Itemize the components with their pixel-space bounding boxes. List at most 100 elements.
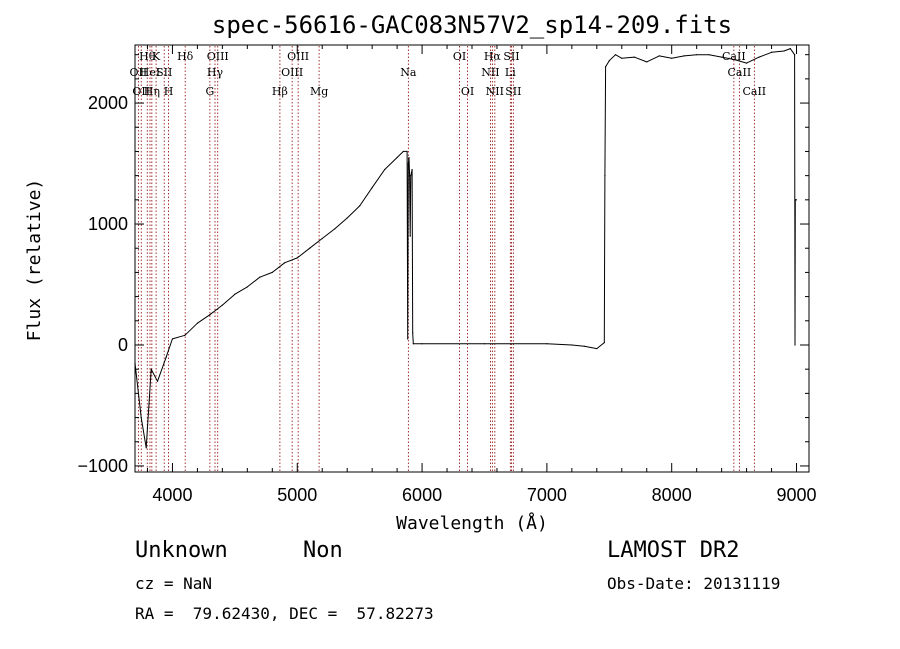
x-axis-ticks: 4000 5000 6000 7000 8000 9000 bbox=[146, 45, 817, 505]
spectrum-data-point bbox=[371, 187, 373, 189]
obs-date: Obs-Date: 20131119 bbox=[607, 574, 781, 593]
spectrum-data-point bbox=[406, 150, 408, 153]
spectrum-data-point bbox=[184, 334, 186, 336]
x-tick-label: 4000 bbox=[152, 485, 192, 505]
spectral-line-markers bbox=[137, 46, 755, 471]
spectrum-data-point bbox=[259, 276, 261, 278]
x-tick-label: 7000 bbox=[527, 485, 567, 505]
spectrum-data-point bbox=[309, 247, 311, 249]
spectral-line-label: SII bbox=[156, 66, 172, 79]
x-axis-label: Wavelength (Å) bbox=[396, 512, 548, 534]
y-tick-label: 1000 bbox=[88, 214, 128, 234]
spectrum-data-point bbox=[410, 175, 412, 177]
object-subclass: Non bbox=[303, 538, 343, 563]
spectral-line-label: SII bbox=[503, 50, 519, 63]
spectrum-data-point bbox=[409, 235, 411, 237]
spectral-line-label: CaII bbox=[722, 50, 746, 63]
spectrum-data-point bbox=[604, 66, 607, 68]
spectral-line-label: Hβ bbox=[272, 85, 288, 98]
spectrum-data-point bbox=[783, 50, 785, 52]
plot-frame bbox=[134, 44, 810, 473]
spectrum-series-line bbox=[134, 48, 797, 449]
spectrum-data-point bbox=[794, 199, 796, 201]
spectrum-data-point bbox=[483, 343, 486, 345]
spectral-line-label: CaII bbox=[728, 66, 752, 79]
spectrum-data-point bbox=[408, 156, 410, 159]
spectrum-data-point bbox=[407, 162, 409, 165]
spectrum-data-point bbox=[156, 380, 159, 382]
y-axis-ticks: −1000 0 1000 2000 bbox=[77, 54, 809, 476]
spectral-line-labels: OII OII Hθ HeI Hη K SII H Hδ G Hγ OIII Hβ OIII OIII Mg N… bbox=[130, 50, 767, 98]
x-tick-label: 5000 bbox=[277, 485, 317, 505]
x-tick-label: 8000 bbox=[652, 485, 692, 505]
spectrum-data-point bbox=[408, 175, 411, 177]
object-class: Unknown bbox=[135, 538, 228, 563]
spectrum-data-point bbox=[421, 343, 423, 345]
spectral-line-label: Hγ bbox=[207, 66, 224, 79]
spectral-line-label: Na bbox=[400, 66, 417, 79]
spectral-line-label: NII bbox=[481, 66, 499, 79]
chart-title: spec-56616-GAC083N57V2_sp14-209.fits bbox=[212, 11, 732, 39]
spectral-line-label: SII bbox=[505, 85, 521, 98]
spectrum-data-point bbox=[696, 54, 698, 56]
spectral-line-label: K bbox=[152, 50, 161, 63]
spectrum-data-point bbox=[789, 48, 791, 50]
spectrum-data-point bbox=[621, 57, 623, 59]
coordinates: RA = 79.62430, DEC = 57.82273 bbox=[135, 604, 434, 623]
spectrum-data-point bbox=[284, 262, 286, 264]
spectrum-data-point bbox=[150, 368, 152, 370]
spectrum-data-point bbox=[614, 54, 617, 56]
y-axis-label: Flux (relative) bbox=[24, 179, 45, 342]
spectrum-data-point bbox=[246, 286, 248, 288]
spectral-line-label: Li bbox=[505, 66, 516, 79]
spectrum-data-point bbox=[608, 60, 610, 62]
spectral-line-label: OII bbox=[130, 66, 148, 79]
spectral-line-label: CaII bbox=[742, 85, 766, 98]
spectrum-data-point bbox=[733, 58, 735, 61]
spectrum-data-point bbox=[407, 338, 409, 340]
spectrum-data-point bbox=[165, 356, 167, 358]
spectral-line-label: OIII bbox=[281, 66, 303, 79]
spectrum-data-point bbox=[412, 332, 414, 334]
spectrum-data-point bbox=[683, 55, 685, 57]
spectral-line-label: OIII bbox=[287, 50, 309, 63]
spectral-line-label: Mg bbox=[310, 85, 328, 98]
spectrum-data-point bbox=[234, 293, 236, 295]
spectral-line-label: OI bbox=[453, 50, 466, 63]
spectrum-data-point bbox=[633, 56, 635, 58]
y-tick-label: 2000 bbox=[88, 93, 128, 113]
spectrum-data-point bbox=[145, 447, 147, 449]
spectrum-data-point bbox=[296, 257, 298, 259]
survey-name: LAMOST DR2 bbox=[607, 538, 740, 563]
spectrum-data-point bbox=[646, 61, 648, 63]
spectrum-data-point bbox=[140, 416, 142, 419]
spectrum-data-point bbox=[671, 57, 673, 59]
spectrum-data-point bbox=[794, 344, 796, 346]
spectrum-data-point bbox=[708, 54, 710, 56]
spectrum-data-point bbox=[271, 271, 273, 274]
y-tick-label: 0 bbox=[118, 335, 128, 355]
spectrum-data-point bbox=[745, 62, 748, 64]
spectrum-data-point bbox=[221, 304, 223, 306]
spectrum-data-point bbox=[546, 343, 548, 345]
spectrum-data-point bbox=[196, 322, 199, 324]
spectral-line-label: Hδ bbox=[177, 50, 194, 63]
spectral-line-label: Hα bbox=[484, 50, 502, 63]
spectrum-data-point bbox=[334, 228, 336, 230]
spectrum-data-point bbox=[604, 175, 606, 177]
spectral-line-label: NII bbox=[486, 85, 504, 98]
spectral-line-label: Hθ bbox=[139, 50, 156, 63]
spectrum-data-point bbox=[603, 341, 605, 344]
spectrum-data-point bbox=[209, 314, 211, 316]
spectrum-data-point bbox=[758, 56, 760, 58]
redshift-readout: cz = NaN bbox=[135, 574, 213, 593]
spectrum-data-point bbox=[795, 199, 798, 201]
spectrum-data-point bbox=[396, 156, 398, 159]
spectral-line-label: OII bbox=[132, 85, 150, 98]
spectrum-data-point bbox=[794, 54, 796, 56]
x-tick-label: 6000 bbox=[402, 485, 442, 505]
spectrum-data-point bbox=[412, 343, 414, 345]
y-tick-label: −1000 bbox=[77, 456, 128, 476]
spectrum-data-point bbox=[411, 168, 413, 171]
